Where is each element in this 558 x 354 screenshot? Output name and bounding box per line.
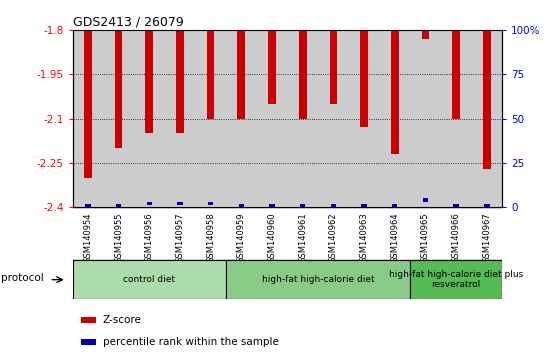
Text: GSM140959: GSM140959: [237, 212, 246, 263]
Bar: [116, 204, 121, 207]
Text: GSM140964: GSM140964: [390, 212, 400, 263]
Bar: [81, 317, 96, 323]
Bar: [410, 260, 502, 299]
Bar: [330, 30, 337, 104]
Text: GSM140955: GSM140955: [114, 212, 123, 263]
Text: protocol: protocol: [2, 273, 44, 283]
Bar: [146, 30, 153, 133]
Text: GDS2413 / 26079: GDS2413 / 26079: [73, 16, 183, 29]
Text: GSM140956: GSM140956: [145, 212, 154, 263]
Bar: [176, 30, 184, 133]
Text: GSM140965: GSM140965: [421, 212, 430, 263]
Bar: [147, 202, 152, 205]
Bar: [300, 204, 305, 207]
Bar: [331, 204, 336, 207]
Bar: [422, 30, 429, 39]
Bar: [84, 30, 92, 178]
Bar: [362, 204, 367, 207]
Bar: [81, 339, 96, 345]
Bar: [392, 204, 397, 207]
Bar: [73, 260, 226, 299]
Bar: [360, 30, 368, 127]
Bar: [299, 30, 306, 119]
Text: percentile rank within the sample: percentile rank within the sample: [103, 337, 278, 347]
Text: control diet: control diet: [123, 275, 175, 284]
Text: GSM140954: GSM140954: [83, 212, 93, 263]
Bar: [239, 204, 244, 207]
Text: GSM140963: GSM140963: [359, 212, 369, 263]
Text: high-fat high-calorie diet plus
resveratrol: high-fat high-calorie diet plus resverat…: [389, 270, 523, 289]
Bar: [454, 204, 459, 207]
Bar: [391, 30, 398, 154]
Bar: [177, 202, 182, 205]
Text: GSM140961: GSM140961: [298, 212, 307, 263]
Bar: [207, 30, 214, 119]
Bar: [208, 202, 213, 205]
Text: GSM140960: GSM140960: [267, 212, 277, 263]
Text: GSM140966: GSM140966: [451, 212, 461, 263]
Bar: [85, 204, 90, 207]
Bar: [270, 204, 275, 207]
Bar: [115, 30, 122, 148]
Bar: [453, 30, 460, 119]
Bar: [483, 30, 490, 169]
Text: Z-score: Z-score: [103, 315, 142, 325]
Bar: [484, 204, 489, 207]
Bar: [268, 30, 276, 104]
Text: GSM140958: GSM140958: [206, 212, 215, 263]
Text: GSM140967: GSM140967: [482, 212, 492, 263]
Text: GSM140957: GSM140957: [175, 212, 185, 263]
Bar: [238, 30, 245, 119]
Text: high-fat high-calorie diet: high-fat high-calorie diet: [262, 275, 374, 284]
Bar: [423, 198, 428, 202]
Text: GSM140962: GSM140962: [329, 212, 338, 263]
Bar: [226, 260, 410, 299]
